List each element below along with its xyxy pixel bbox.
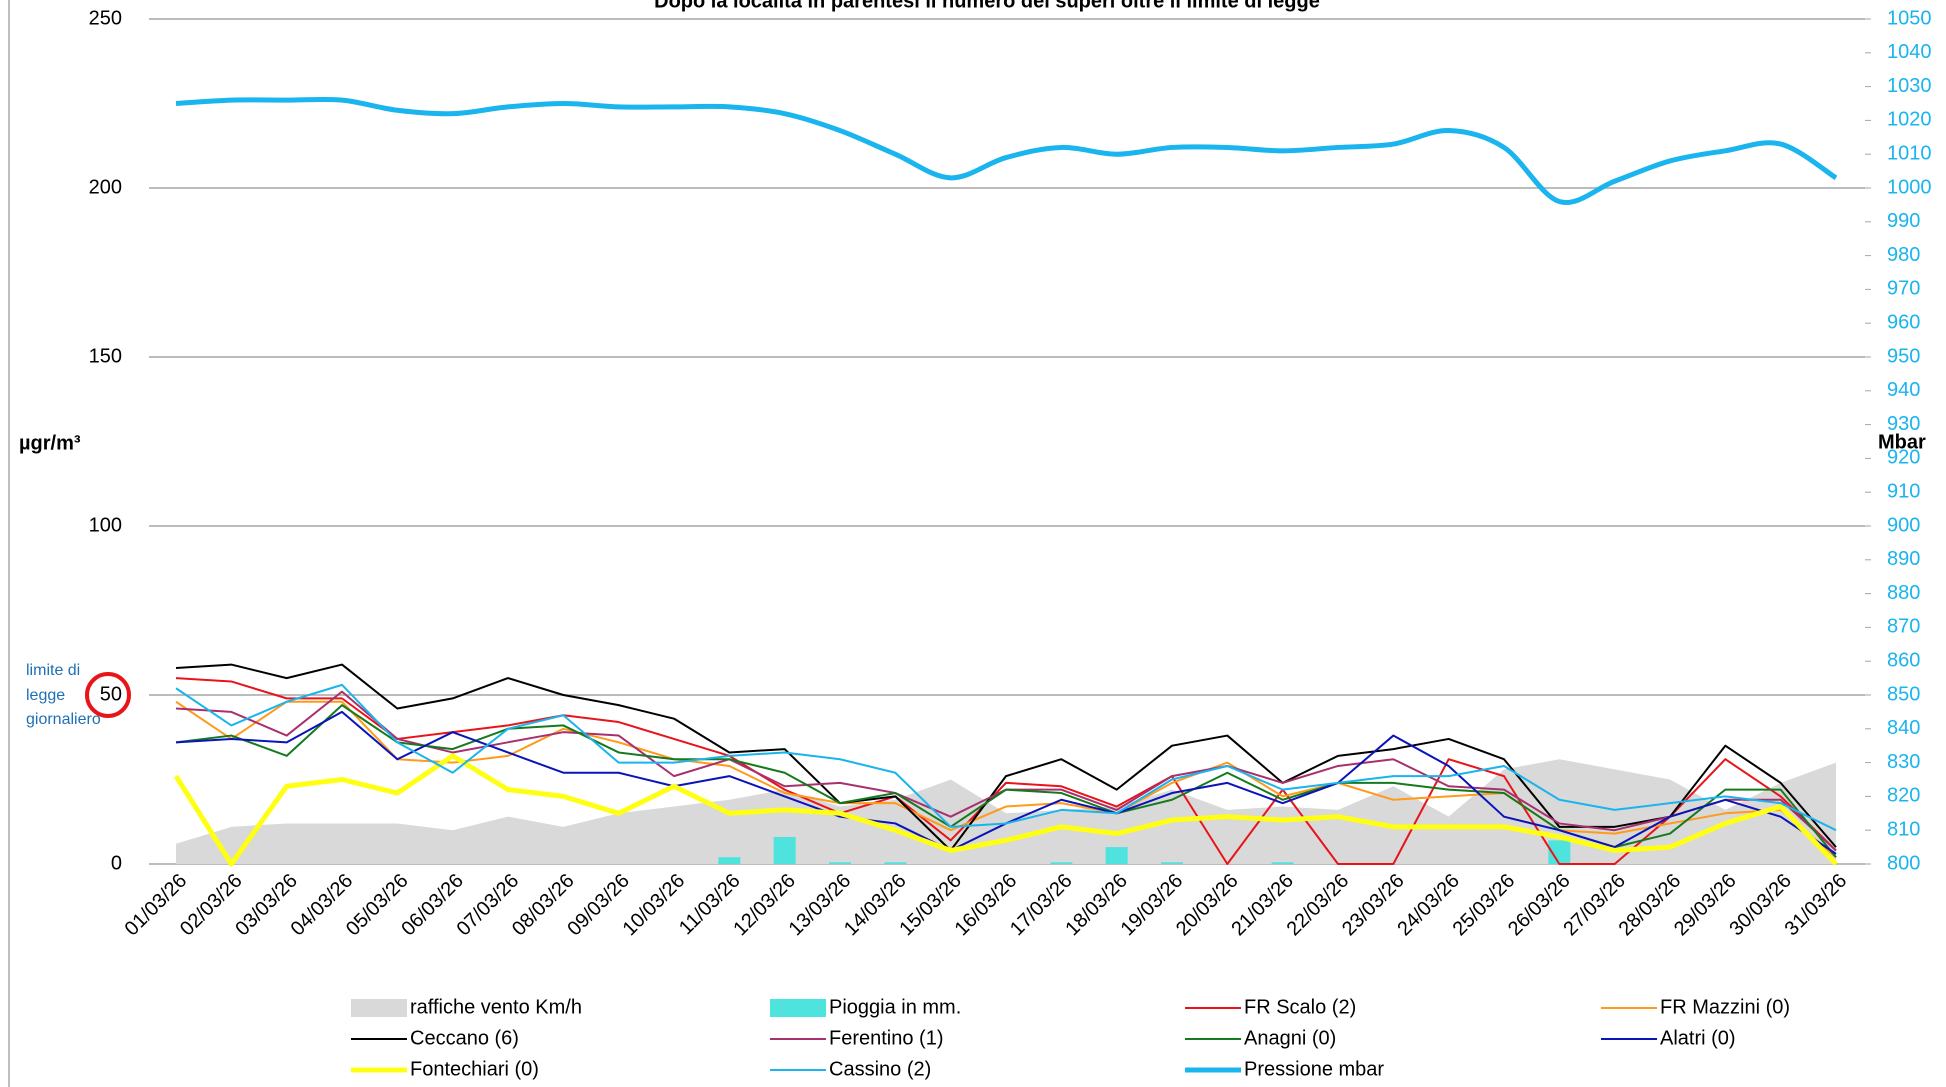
y2-tick-label: 1020 <box>1887 109 1932 131</box>
legend-swatch <box>770 999 826 1017</box>
legend-label: Anagni (0) <box>1244 1027 1336 1049</box>
legend-label: FR Scalo (2) <box>1244 996 1356 1018</box>
y2-tick-label: 860 <box>1887 649 1920 671</box>
y2-tick-label: 800 <box>1887 852 1920 874</box>
y-axis-label: µgr/m³ <box>19 432 81 454</box>
y-tick-label: 0 <box>111 852 122 874</box>
legend-swatch <box>351 999 407 1017</box>
bar <box>1161 862 1183 864</box>
series-layer <box>173 96 1838 867</box>
y2-tick-label: 1030 <box>1887 75 1932 97</box>
y2-tick-label: 820 <box>1887 785 1920 807</box>
y2-tick-label: 940 <box>1887 379 1920 401</box>
line <box>175 96 1838 206</box>
y2-tick-label: 1000 <box>1887 176 1932 198</box>
legend-label: Pressione mbar <box>1244 1058 1384 1080</box>
y2-tick-label: 880 <box>1887 582 1920 604</box>
legend-label: Fontechiari (0) <box>410 1058 539 1080</box>
line <box>175 683 1837 832</box>
bar <box>1105 847 1128 864</box>
y2-tick-label: 950 <box>1887 345 1920 367</box>
annotation: giornaliero <box>26 711 101 728</box>
legend-label: Ferentino (1) <box>829 1027 944 1049</box>
line <box>173 753 1838 867</box>
bar <box>1548 840 1571 864</box>
bar <box>884 862 907 864</box>
bar <box>1050 862 1073 864</box>
area <box>176 759 1836 864</box>
y2-tick-label: 830 <box>1887 751 1920 773</box>
x-tick-label: 10/03/26 <box>619 870 690 941</box>
y2-tick-label: 890 <box>1887 548 1920 570</box>
y-tick-label: 250 <box>89 7 122 29</box>
y2-tick-label: 1050 <box>1887 7 1932 29</box>
legend-label: Cassino (2) <box>829 1058 931 1080</box>
legend-label: FR Mazzini (0) <box>1660 996 1790 1018</box>
bar <box>773 836 796 864</box>
y2-tick-label: 970 <box>1887 278 1920 300</box>
legend-label: Alatri (0) <box>1660 1027 1736 1049</box>
bar <box>829 862 851 864</box>
y-tick-label: 150 <box>89 345 122 367</box>
y2-tick-label: 870 <box>1887 616 1920 638</box>
y2-tick-label: 900 <box>1887 514 1920 536</box>
y-tick-label: 200 <box>89 176 122 198</box>
annotation: legge <box>26 687 65 704</box>
y2-tick-label: 840 <box>1887 717 1920 739</box>
x-tick-label: 31/03/26 <box>1781 870 1852 941</box>
bar <box>718 857 741 864</box>
y2-tick-label: 980 <box>1887 244 1920 266</box>
y-tick-label: 50 <box>100 683 122 705</box>
y2-tick-label: 1010 <box>1887 142 1932 164</box>
y2-tick-label: 920 <box>1887 447 1920 469</box>
y-tick-label: 100 <box>89 514 122 536</box>
y2-tick-label: 1040 <box>1887 41 1932 63</box>
y2-tick-label: 810 <box>1887 818 1920 840</box>
line <box>175 663 1837 852</box>
legend-label: raffiche vento Km/h <box>410 996 582 1018</box>
y2-tick-label: 960 <box>1887 311 1920 333</box>
limit-highlight <box>85 672 131 718</box>
annotation: limite di <box>26 662 80 679</box>
legend-label: Ceccano (6) <box>410 1027 519 1049</box>
bar <box>1271 862 1294 864</box>
y2-axis-label: Mbar <box>1878 431 1926 453</box>
y2-tick-label: 990 <box>1887 210 1920 232</box>
y2-tick-label: 850 <box>1887 683 1920 705</box>
y2-tick-label: 910 <box>1887 480 1920 502</box>
legend-label: Pioggia in mm. <box>829 996 961 1018</box>
chart-title: Dopo la località in parentesi il numero … <box>654 0 1320 12</box>
y2-tick-label: 930 <box>1887 413 1920 435</box>
